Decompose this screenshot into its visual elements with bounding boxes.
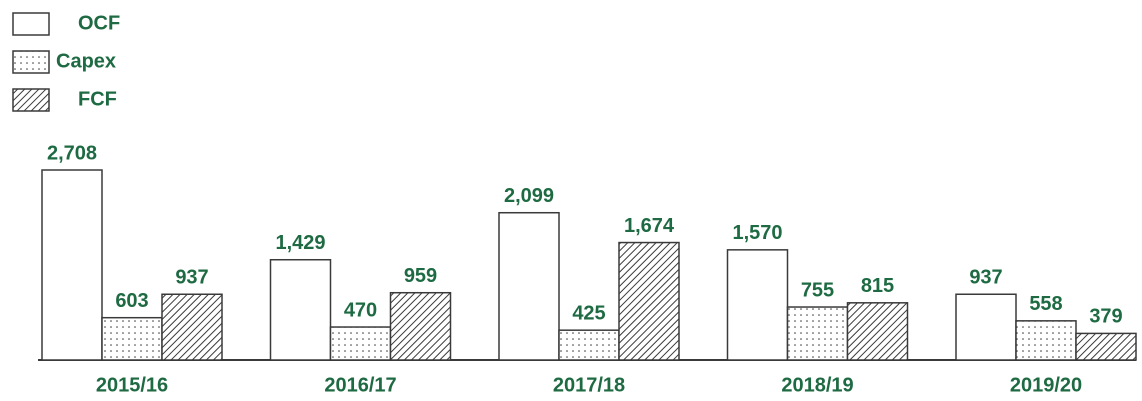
legend-swatch <box>12 50 50 74</box>
value-label: 815 <box>861 275 894 297</box>
x-tick-label: 2019/20 <box>1010 374 1082 396</box>
x-tick-label: 2018/19 <box>781 374 853 396</box>
bar <box>618 241 680 361</box>
x-tick-label: 2015/16 <box>96 374 168 396</box>
value-label: 2,099 <box>504 185 554 207</box>
bar <box>101 316 163 361</box>
bar <box>1075 332 1137 361</box>
legend-label: FCF <box>78 88 117 110</box>
bar <box>41 169 103 361</box>
bar <box>1015 320 1077 361</box>
x-tick-label: 2017/18 <box>553 374 625 396</box>
bar <box>558 329 620 361</box>
bar <box>786 306 849 361</box>
value-label: 1,674 <box>624 215 675 237</box>
bar <box>955 293 1017 361</box>
bar <box>726 249 789 361</box>
bar <box>329 326 392 361</box>
value-label: 603 <box>115 290 148 312</box>
value-label: 425 <box>572 302 605 324</box>
bar <box>498 211 560 361</box>
value-label: 937 <box>969 267 1002 289</box>
value-label: 470 <box>344 299 377 321</box>
value-label: 379 <box>1089 306 1122 328</box>
x-tick-label: 2016/17 <box>324 374 396 396</box>
bar <box>389 291 452 361</box>
value-label: 1,429 <box>275 232 325 254</box>
value-label: 937 <box>175 267 208 289</box>
value-label: 2,708 <box>47 142 97 164</box>
legend-swatch <box>12 88 50 112</box>
legend-label: Capex <box>56 50 116 72</box>
value-label: 959 <box>404 265 437 287</box>
legend-swatch <box>12 12 50 36</box>
value-label: 1,570 <box>732 222 782 244</box>
bar <box>846 302 909 361</box>
value-label: 558 <box>1029 293 1062 315</box>
bar <box>269 258 332 361</box>
legend-label: OCF <box>78 12 120 34</box>
bar <box>161 293 223 361</box>
value-label: 755 <box>801 279 834 301</box>
